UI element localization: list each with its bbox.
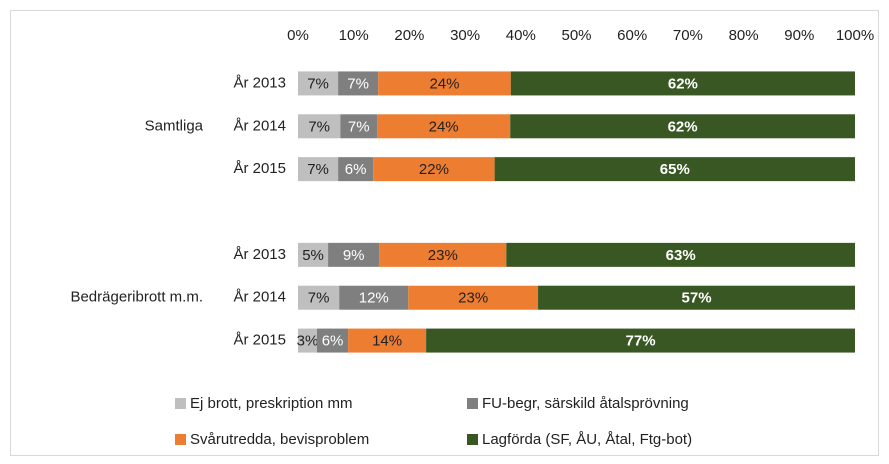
data-label: 6% (322, 333, 344, 350)
legend-label: Lagförda (SF, ÅU, Åtal, Ftg-bot) (482, 431, 692, 448)
legend-swatch (175, 434, 186, 445)
data-label: 7% (308, 118, 330, 135)
legend-label: Svårutredda, bevisproblem (190, 431, 369, 448)
bar-segment (510, 71, 855, 96)
bar-segment (373, 157, 495, 182)
bar-segment (338, 71, 379, 96)
data-label: 7% (348, 118, 370, 135)
data-label: 24% (429, 75, 459, 92)
data-label: 24% (429, 118, 459, 135)
x-tick-label: 40% (506, 27, 536, 44)
bar-segment (298, 242, 329, 267)
x-tick-label: 20% (394, 27, 424, 44)
bar-segment (298, 328, 317, 353)
y-tick-label: År 2014 (233, 117, 286, 134)
y-tick-label: År 2013 (233, 246, 286, 263)
legend-label: FU-begr, särskild åtalsprövning (482, 395, 689, 412)
bar-segment (348, 328, 427, 353)
data-label: 14% (372, 333, 402, 350)
bar-segment (340, 114, 378, 139)
bar-segment (298, 157, 339, 182)
bar-segment (298, 285, 340, 310)
group-label: Bedrägeribrott m.m. (70, 289, 203, 306)
y-tick-label: År 2015 (233, 160, 286, 177)
data-label: 62% (668, 118, 698, 135)
bar-segment (339, 285, 409, 310)
data-label: 7% (308, 290, 330, 307)
data-label: 22% (419, 161, 449, 178)
x-tick-label: 30% (450, 27, 480, 44)
x-tick-label: 90% (784, 27, 814, 44)
data-label: 63% (666, 247, 696, 264)
data-label: 5% (302, 247, 324, 264)
data-label: 23% (428, 247, 458, 264)
group-label: Samtliga (145, 117, 204, 134)
bar-segment (494, 157, 855, 182)
bar-segment (379, 242, 507, 267)
bar-segment (510, 114, 855, 139)
legend-label: Ej brott, preskription mm (190, 395, 353, 412)
bar-segment (328, 242, 380, 267)
y-tick-label: År 2013 (233, 74, 286, 91)
data-label: 3% (297, 333, 319, 350)
data-label: 9% (343, 247, 365, 264)
data-label: 23% (458, 290, 488, 307)
data-label: 57% (682, 290, 712, 307)
x-tick-label: 80% (729, 27, 759, 44)
bar-segment (426, 328, 855, 353)
x-tick-label: 10% (339, 27, 369, 44)
data-label: 62% (668, 75, 698, 92)
y-tick-label: År 2014 (233, 289, 286, 306)
legend-swatch (175, 398, 186, 409)
legend-swatch (467, 434, 478, 445)
bar-segment (408, 285, 539, 310)
data-label: 6% (345, 161, 367, 178)
data-label: 65% (660, 161, 690, 178)
data-label: 12% (359, 290, 389, 307)
x-tick-label: 100% (836, 27, 874, 44)
bar-segment (378, 71, 511, 96)
y-tick-label: År 2015 (233, 332, 286, 349)
bar-segment (298, 71, 339, 96)
x-tick-label: 60% (617, 27, 647, 44)
x-tick-label: 50% (561, 27, 591, 44)
bar-segment (538, 285, 855, 310)
data-label: 7% (307, 75, 329, 92)
bar-segment (298, 114, 341, 139)
data-label: 77% (626, 333, 656, 350)
x-tick-label: 0% (287, 27, 309, 44)
bar-segment (338, 157, 374, 182)
bar-segment (316, 328, 349, 353)
bar-segment (506, 242, 855, 267)
data-label: 7% (347, 75, 369, 92)
bar-segment (377, 114, 511, 139)
legend-swatch (467, 398, 478, 409)
data-label: 7% (307, 161, 329, 178)
x-tick-label: 70% (673, 27, 703, 44)
